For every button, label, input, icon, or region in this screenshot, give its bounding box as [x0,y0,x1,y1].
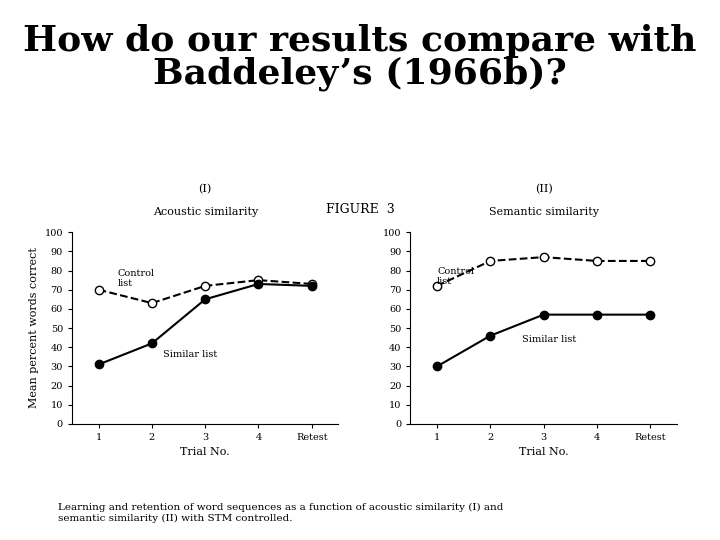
Text: (I): (I) [199,184,212,194]
Y-axis label: Mean percent words correct: Mean percent words correct [29,248,39,408]
Text: Control
list: Control list [437,267,474,286]
X-axis label: Trial No.: Trial No. [181,448,230,457]
Text: (II): (II) [535,184,552,194]
Text: Similar list: Similar list [522,335,577,344]
Text: Acoustic similarity: Acoustic similarity [153,207,258,217]
Text: Similar list: Similar list [163,350,217,360]
Text: Semantic similarity: Semantic similarity [489,207,598,217]
Text: FIGURE  3: FIGURE 3 [325,203,395,216]
Text: Control
list: Control list [117,268,154,288]
X-axis label: Trial No.: Trial No. [519,448,568,457]
Text: How do our results compare with: How do our results compare with [23,24,697,58]
Text: Baddeley’s (1966b)?: Baddeley’s (1966b)? [153,57,567,91]
Text: Learning and retention of word sequences as a function of acoustic similarity (I: Learning and retention of word sequences… [58,503,503,523]
